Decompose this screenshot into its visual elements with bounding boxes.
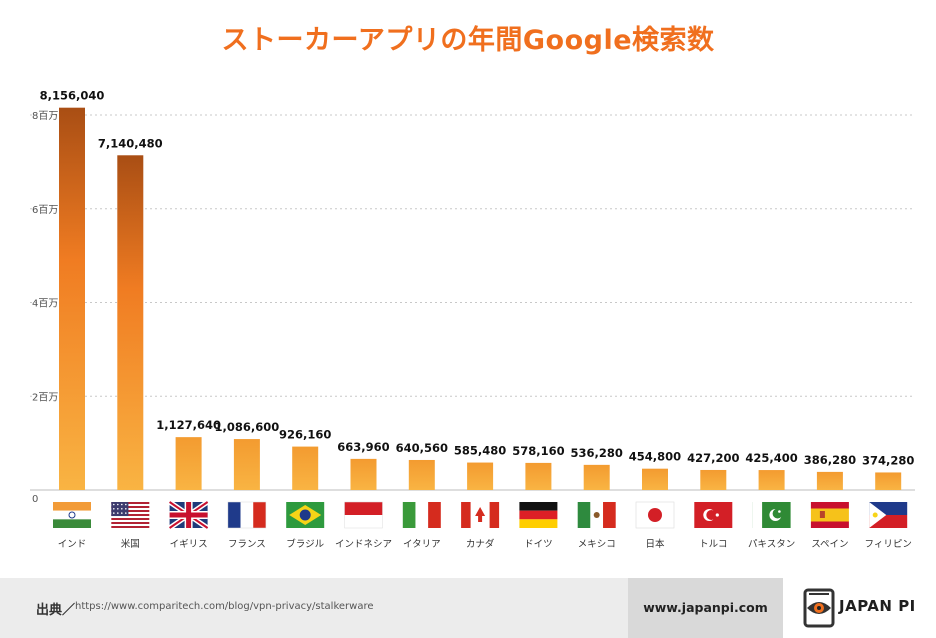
category-label: ドイツ <box>524 539 553 550</box>
data-label: 425,400 <box>745 451 797 465</box>
france-flag <box>227 501 267 529</box>
data-label: 7,140,480 <box>98 136 163 150</box>
data-label: 926,160 <box>279 428 331 442</box>
chart-title: ストーカーアプリの年間Google検索数 <box>221 25 715 56</box>
spain-flag <box>810 502 849 528</box>
y-tick-label: 8百万 <box>32 110 58 122</box>
indonesia-flag <box>344 501 383 529</box>
category-label: インドネシア <box>335 539 392 550</box>
data-label: 427,200 <box>687 451 739 465</box>
y-tick-label: 4百万 <box>32 298 58 310</box>
category-label: フィリピン <box>865 539 912 550</box>
bar <box>525 462 552 490</box>
bar <box>642 468 668 490</box>
bar <box>350 458 377 490</box>
brand-name: JAPAN PI <box>839 597 916 615</box>
bar <box>875 472 902 490</box>
category-label: インド <box>58 539 87 550</box>
bar <box>467 462 494 490</box>
bar <box>583 464 610 490</box>
category-label: フランス <box>228 539 266 550</box>
data-label: 386,280 <box>804 453 856 467</box>
category-label: イギリス <box>170 539 208 550</box>
bar <box>175 437 202 490</box>
category-label: パキスタン <box>748 539 795 550</box>
mexico-flag <box>577 502 616 528</box>
bar <box>758 470 785 490</box>
data-label: 454,800 <box>629 450 681 464</box>
eye-logo-icon <box>803 588 835 628</box>
turkey-flag <box>694 502 733 528</box>
bar <box>816 471 843 490</box>
site-link[interactable]: www.japanpi.com <box>628 578 783 638</box>
category-label: 米国 <box>121 538 140 550</box>
bar <box>292 446 319 490</box>
canada-flag <box>461 502 500 528</box>
germany-flag <box>519 502 558 528</box>
bar <box>408 459 435 490</box>
bar <box>700 469 727 490</box>
category-label: カナダ <box>466 538 495 550</box>
category-label: イタリア <box>403 539 441 550</box>
y-tick-label: 0 <box>32 494 38 505</box>
category-label: 日本 <box>645 538 665 550</box>
brand-logo: JAPAN PI <box>783 578 936 638</box>
y-tick-label: 6百万 <box>32 204 58 216</box>
data-label: 578,160 <box>512 444 564 458</box>
japan-flag <box>635 501 675 529</box>
footer: 出典／ https://www.comparitech.com/blog/vpn… <box>0 578 936 638</box>
data-label: 663,960 <box>337 440 389 454</box>
uk-flag <box>168 499 210 531</box>
bar <box>233 439 260 490</box>
india-flag <box>53 502 91 528</box>
data-label: 640,560 <box>396 441 448 455</box>
category-label: ブラジル <box>286 538 324 550</box>
category-label: メキシコ <box>578 539 616 550</box>
data-label: 1,086,600 <box>215 420 280 434</box>
italy-flag <box>402 502 441 528</box>
data-label: 8,156,040 <box>40 89 105 103</box>
bar <box>59 107 85 491</box>
source-url[interactable]: https://www.comparitech.com/blog/vpn-pri… <box>75 601 374 612</box>
philippines-flag <box>869 502 908 528</box>
bar-chart: 0 2百万 4百万 6百万 8百万 8,156,040 インド 7,140,480 米国 1,1… <box>30 89 915 550</box>
data-label: 585,480 <box>454 444 506 458</box>
source-label: 出典／ <box>36 603 76 618</box>
usa-flag <box>111 502 150 528</box>
data-label: 374,280 <box>862 453 914 467</box>
source-panel: 出典／ https://www.comparitech.com/blog/vpn… <box>0 578 628 638</box>
bar <box>117 155 144 491</box>
data-label: 1,127,640 <box>156 418 221 432</box>
brazil-flag <box>286 502 325 528</box>
data-label: 536,280 <box>571 446 623 460</box>
category-label: トルコ <box>699 539 727 550</box>
category-label: スペイン <box>811 539 848 550</box>
pakistan-flag <box>752 502 791 528</box>
y-tick-label: 2百万 <box>32 391 58 403</box>
